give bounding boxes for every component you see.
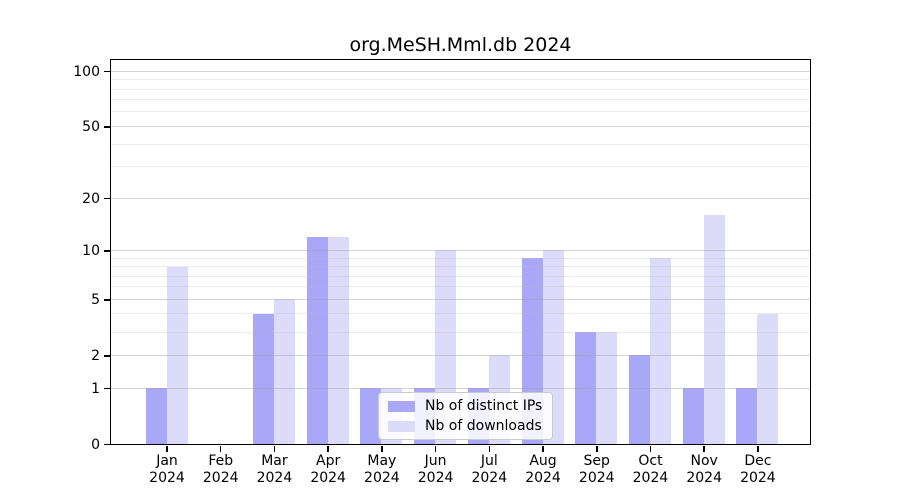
- bar-distinct-ips-may: [360, 388, 382, 444]
- x-tick-may: [381, 446, 383, 452]
- y-tick-label-50: 50: [82, 118, 100, 135]
- bar-downloads-mar: [273, 299, 295, 444]
- x-tick-label-jul: Jul 2024: [471, 453, 508, 486]
- bar-downloads-dec: [757, 313, 779, 444]
- legend-entry-distinct-ips: Nb of distinct IPs: [388, 398, 542, 414]
- x-tick-label-oct: Oct 2024: [632, 453, 669, 486]
- bar-distinct-ips-dec: [736, 388, 758, 444]
- y-tick-5: [104, 299, 110, 301]
- x-tick-label-may: May 2024: [364, 453, 400, 486]
- x-tick-jun: [434, 446, 437, 452]
- x-tick-oct: [649, 446, 652, 452]
- bar-downloads-oct: [649, 258, 671, 444]
- bar-distinct-ips-oct: [628, 355, 650, 444]
- y-tick-label-5: 5: [91, 291, 100, 308]
- x-tick-label-nov: Nov 2024: [686, 453, 722, 486]
- bar-distinct-ips-apr: [306, 236, 328, 444]
- legend: Nb of distinct IPs Nb of downloads: [378, 392, 554, 440]
- y-tick-label-0: 0: [91, 436, 100, 453]
- legend-label-downloads: Nb of downloads: [425, 418, 542, 434]
- x-tick-mar: [273, 446, 276, 452]
- bars-layer: [111, 60, 810, 444]
- x-tick-apr: [327, 446, 329, 452]
- legend-label-distinct-ips: Nb of distinct IPs: [425, 398, 543, 414]
- x-tick-label-apr: Apr 2024: [310, 453, 346, 486]
- x-tick-label-dec: Dec 2024: [740, 453, 776, 486]
- x-tick-jan: [166, 446, 168, 452]
- x-tick-label-mar: Mar 2024: [256, 453, 293, 486]
- y-tick-label-1: 1: [91, 380, 100, 397]
- x-tick-dec: [757, 446, 759, 452]
- y-tick-label-100: 100: [73, 63, 100, 80]
- y-tick-10: [104, 250, 110, 252]
- y-tick-50: [104, 126, 110, 128]
- x-tick-label-feb: Feb 2024: [202, 453, 239, 486]
- y-tick-2: [104, 355, 110, 357]
- x-tick-label-aug: Aug 2024: [525, 453, 561, 486]
- y-tick-label-2: 2: [91, 347, 100, 364]
- y-tick-20: [104, 197, 110, 200]
- x-tick-label-jan: Jan 2024: [149, 453, 185, 486]
- bar-downloads-nov: [703, 215, 725, 444]
- legend-swatch-distinct-ips-icon: [388, 400, 415, 412]
- bar-downloads-apr: [327, 236, 349, 444]
- bar-distinct-ips-nov: [682, 388, 704, 444]
- bar-downloads-sep: [596, 332, 618, 444]
- legend-entry-downloads: Nb of downloads: [388, 418, 542, 434]
- legend-swatch-downloads-icon: [388, 420, 415, 432]
- x-tick-sep: [596, 446, 598, 452]
- x-tick-aug: [542, 446, 544, 452]
- bar-distinct-ips-jan: [145, 388, 167, 444]
- plot-area: [110, 59, 811, 445]
- x-tick-nov: [703, 446, 705, 452]
- bar-downloads-jan: [166, 266, 188, 444]
- x-tick-jul: [488, 446, 491, 452]
- x-tick-feb: [219, 446, 222, 452]
- y-tick-0: [104, 443, 110, 446]
- chart-title: org.MeSH.Mml.db 2024: [349, 34, 572, 56]
- bar-distinct-ips-sep: [575, 332, 597, 444]
- y-tick-label-10: 10: [82, 242, 100, 259]
- x-tick-label-jun: Jun 2024: [417, 453, 454, 486]
- y-tick-label-20: 20: [82, 190, 100, 207]
- bar-distinct-ips-mar: [252, 313, 274, 444]
- y-tick-1: [104, 387, 110, 390]
- y-tick-100: [104, 70, 110, 73]
- x-tick-label-sep: Sep 2024: [578, 453, 615, 486]
